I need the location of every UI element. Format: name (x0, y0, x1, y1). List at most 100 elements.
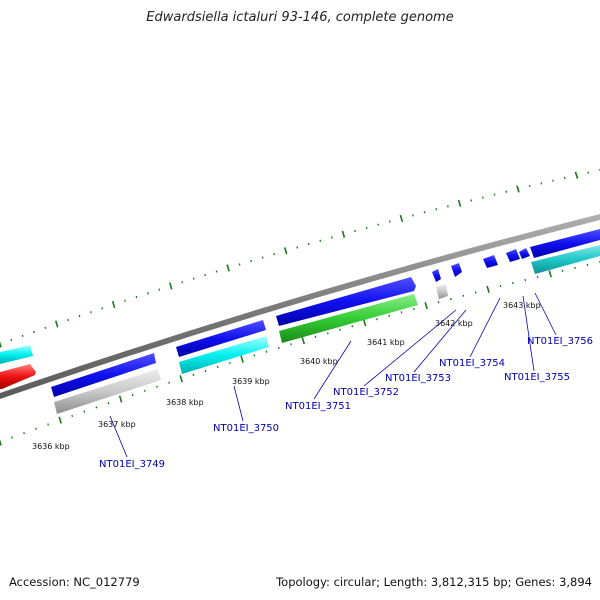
scale-tick (474, 291, 477, 294)
scale-tick (261, 256, 264, 259)
scale-tick (314, 335, 317, 339)
scale-tick (435, 208, 438, 211)
scale-tick (47, 423, 50, 426)
kbp-label: 3640 kbp (300, 357, 338, 366)
scale-tick (240, 355, 244, 363)
gene-arrow[interactable] (483, 255, 498, 268)
gene-label[interactable]: NT01EI_3753 (385, 373, 451, 384)
gene-arrow[interactable] (276, 277, 416, 326)
scale-tick (457, 199, 462, 207)
gene-block[interactable] (179, 336, 269, 374)
scale-tick (124, 299, 126, 302)
scale-tick (499, 285, 502, 288)
scale-tick (238, 263, 241, 266)
gene-leader-line (413, 309, 467, 373)
scale-tick (118, 395, 123, 403)
scale-tick (0, 341, 2, 348)
scale-tick (54, 320, 59, 328)
scale-tick (375, 318, 378, 321)
scale-tick (486, 285, 490, 293)
scale-tick (586, 263, 589, 267)
scale-tick (181, 281, 184, 284)
scale-tick (44, 326, 47, 329)
gene-leader-line (109, 415, 128, 458)
scale-tick (326, 332, 329, 335)
scale-tick (169, 282, 173, 290)
gene-arrow[interactable] (0, 364, 36, 389)
scale-tick (143, 389, 146, 392)
scale-tick (296, 246, 299, 249)
scale-tick (11, 436, 13, 439)
gene-arrow[interactable] (530, 229, 600, 258)
gene-label[interactable]: NT01EI_3756 (527, 336, 593, 347)
scale-tick (330, 236, 333, 239)
scale-tick (528, 185, 531, 188)
scale-tick (78, 314, 81, 318)
gene-block[interactable] (54, 369, 161, 414)
gene-arrow[interactable] (519, 248, 530, 259)
scale-tick (462, 294, 465, 297)
scale-tick (574, 171, 579, 179)
gene-label[interactable]: NT01EI_3751 (285, 401, 351, 412)
scale-tick (365, 226, 368, 229)
scale-tick (290, 343, 292, 346)
scale-tick (552, 179, 554, 182)
genome-backbone (0, 214, 600, 399)
scale-tick (548, 270, 552, 278)
gene-block[interactable] (279, 294, 418, 343)
scale-tick (33, 330, 35, 333)
scale-tick (95, 406, 98, 409)
scale-tick (388, 314, 391, 317)
scale-tick (67, 318, 70, 322)
scale-tick (339, 328, 341, 331)
scale-tick (341, 230, 346, 238)
scale-tick (301, 336, 306, 345)
kbp-label: 3639 kbp (232, 377, 270, 386)
scale-tick (23, 432, 25, 435)
scale-tick (226, 264, 230, 272)
scale-tick (524, 278, 527, 282)
scale-tick (493, 193, 496, 196)
gene-arrow[interactable] (506, 249, 520, 262)
scale-tick (35, 427, 38, 430)
gene-block[interactable] (0, 345, 33, 364)
scale-tick (277, 346, 280, 350)
gene-arrow[interactable] (51, 353, 156, 397)
scale-tick (437, 301, 440, 304)
accession-text: Accession: NC_012779 (9, 575, 140, 589)
gene-label[interactable]: NT01EI_3752 (333, 387, 399, 398)
scale-tick (10, 338, 13, 342)
scale-tick (215, 270, 218, 273)
scale-tick (399, 214, 404, 223)
scale-tick (449, 297, 452, 301)
scale-tick (250, 259, 253, 263)
scale-tick (516, 185, 520, 193)
gene-leader-line (313, 340, 352, 400)
scale-tick (192, 277, 195, 280)
scale-tick (265, 350, 268, 353)
gene-arrow[interactable] (176, 320, 266, 357)
gene-arrow[interactable] (451, 263, 462, 277)
gene-label[interactable]: NT01EI_3750 (213, 423, 279, 434)
gene-label[interactable]: NT01EI_3755 (504, 372, 570, 383)
gene-label[interactable]: NT01EI_3754 (439, 358, 505, 369)
scale-tick (400, 311, 403, 314)
gene-block[interactable] (436, 284, 448, 299)
scale-tick (192, 373, 195, 376)
gene-label[interactable]: NT01EI_3749 (99, 459, 165, 470)
scale-tick (83, 410, 86, 413)
gene-block[interactable] (531, 245, 600, 274)
scale-tick (58, 416, 62, 424)
scale-tick (536, 275, 539, 278)
scale-tick (307, 242, 310, 246)
scale-tick (424, 302, 428, 310)
scale-tick (446, 205, 449, 208)
scale-tick (505, 190, 508, 193)
scale-tick (146, 292, 149, 295)
scale-tick (21, 334, 24, 337)
gene-arrow[interactable] (432, 269, 441, 282)
kbp-label: 3642 kbp (435, 319, 473, 328)
inner-tick-row (0, 260, 600, 446)
outer-tick-row (0, 168, 600, 348)
scale-tick (470, 199, 473, 202)
